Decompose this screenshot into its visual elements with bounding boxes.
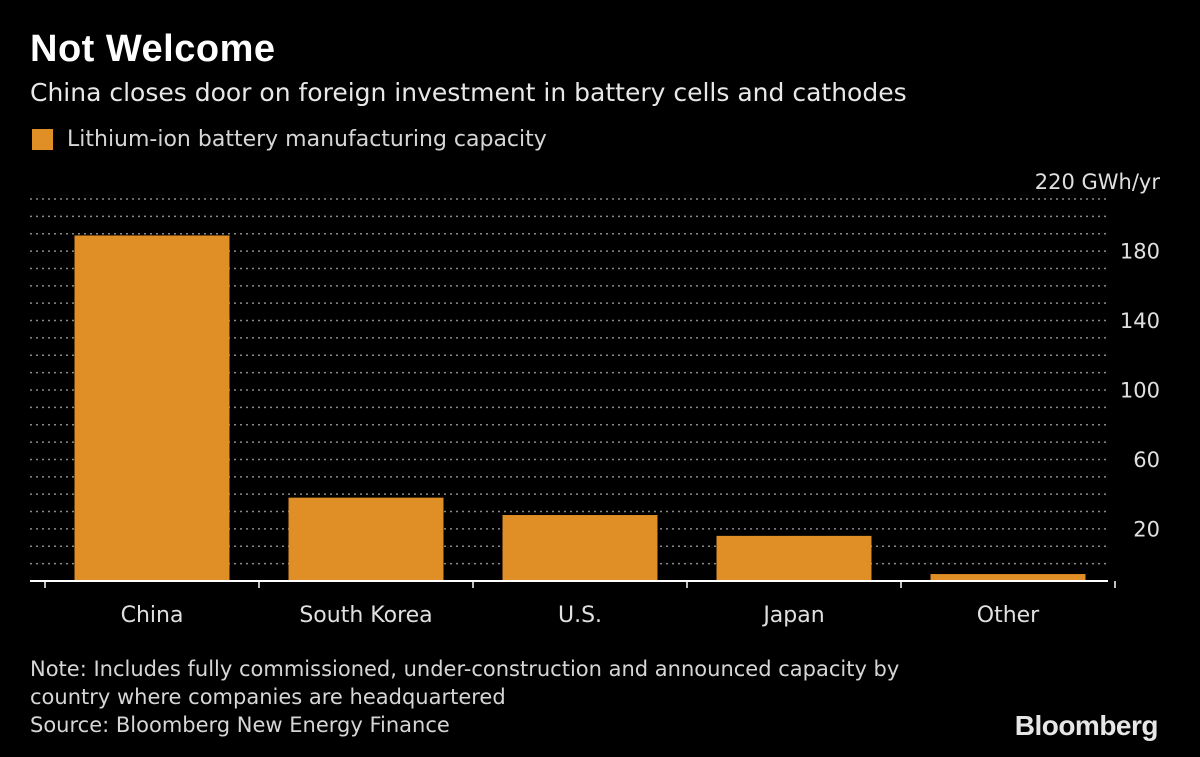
y-tick-label: 180 <box>1120 239 1160 263</box>
chart-title: Not Welcome <box>30 28 276 70</box>
y-tick-label: 60 <box>1133 448 1160 472</box>
y-tick-label: 20 <box>1133 517 1160 541</box>
y-tick-label: 140 <box>1120 309 1160 333</box>
source-line: Source: Bloomberg New Energy Finance <box>30 713 450 737</box>
x-tick-label: South Korea <box>299 603 432 628</box>
bar <box>288 497 444 581</box>
x-tick-label: China <box>121 603 184 628</box>
bar <box>502 515 658 581</box>
legend-label: Lithium-ion battery manufacturing capaci… <box>67 127 547 152</box>
legend-swatch <box>32 129 53 150</box>
chart-subtitle: China closes door on foreign investment … <box>30 78 907 107</box>
x-tick-label: U.S. <box>558 603 602 628</box>
bloomberg-logo: Bloomberg <box>1014 710 1159 741</box>
bar <box>716 535 872 581</box>
x-tick-label: Other <box>977 603 1040 628</box>
y-tick-label: 220 GWh/yr <box>1035 170 1161 194</box>
note-line-2: country where companies are headquartere… <box>30 685 506 709</box>
bar <box>74 235 230 582</box>
y-tick-label: 100 <box>1120 378 1160 402</box>
x-tick-label: Japan <box>761 603 824 628</box>
bar <box>930 574 1086 581</box>
note-line-1: Note: Includes fully commissioned, under… <box>30 657 900 681</box>
footnote: Note: Includes fully commissioned, under… <box>30 655 990 739</box>
legend: Lithium-ion battery manufacturing capaci… <box>32 127 547 152</box>
